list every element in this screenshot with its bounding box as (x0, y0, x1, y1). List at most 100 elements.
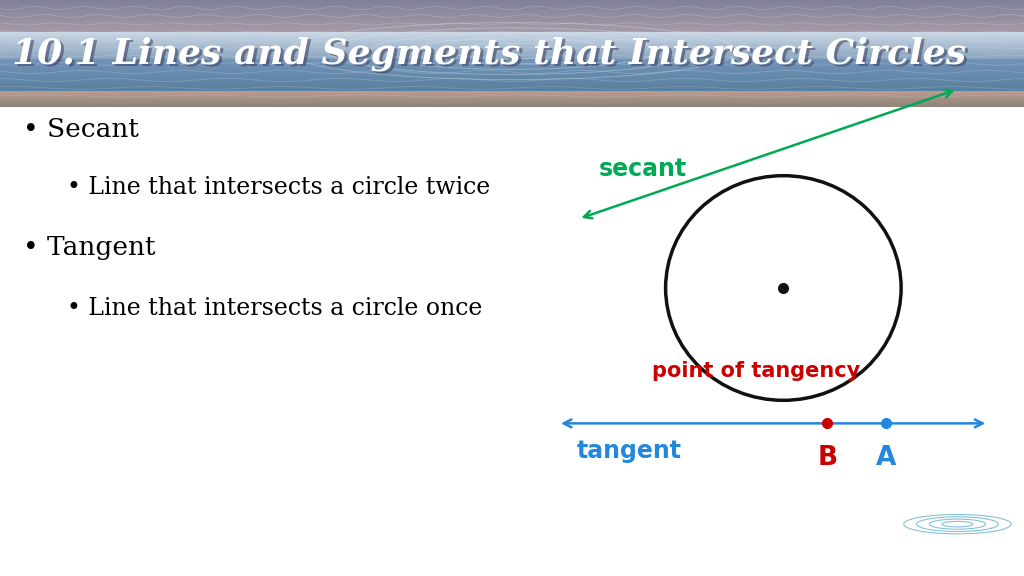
Bar (0, 25, 1024, 26)
Bar (0, 74, 1024, 75)
Bar (0, 8, 1024, 9)
Text: 10.1 Lines and Segments that Intersect Circles: 10.1 Lines and Segments that Intersect C… (15, 39, 970, 73)
Bar (0, 59, 1024, 60)
Bar (0, 61, 1024, 62)
Bar (0, 93, 1024, 94)
Bar (0, 52, 1024, 54)
Bar (0, 15, 1024, 16)
Text: tangent: tangent (577, 439, 682, 463)
Text: secant: secant (599, 157, 687, 181)
Bar (0, 39, 1024, 40)
Bar (0, 85, 1024, 86)
Bar (0, 28, 1024, 29)
Bar (0, 56, 1024, 57)
Bar (0, 5, 1024, 6)
Text: A: A (876, 445, 896, 471)
Bar (0, 3, 1024, 5)
Bar (0, 79, 1024, 80)
Bar (0, 81, 1024, 82)
Bar (0, 16, 1024, 17)
Bar (0, 73, 1024, 74)
Bar (0, 92, 1024, 93)
Bar (0, 88, 1024, 89)
Bar (0, 57, 1024, 58)
Bar (0, 75, 1024, 77)
Bar (0, 53, 1024, 54)
Bar (0, 46, 1024, 47)
Bar (0, 26, 1024, 28)
Text: • Line that intersects a circle twice: • Line that intersects a circle twice (67, 176, 489, 199)
Bar (0, 21, 1024, 22)
Bar (0, 80, 1024, 81)
Bar (0, 30, 1024, 31)
Bar (0, 6, 1024, 7)
Text: B: B (817, 445, 838, 471)
Bar (0, 103, 1024, 104)
Bar (0, 33, 1024, 34)
Bar (0, 60, 1024, 61)
Bar (0, 69, 1024, 70)
Bar (0, 72, 1024, 73)
Bar (0, 71, 1024, 72)
Bar (0, 20, 1024, 21)
Bar (0, 29, 1024, 30)
Bar (0, 100, 1024, 101)
Bar (0, 36, 1024, 37)
Bar (0, 35, 1024, 36)
Bar (0, 10, 1024, 11)
Bar (0, 10, 1024, 12)
Text: 10.1 Lines and Segments that Intersect Circles: 10.1 Lines and Segments that Intersect C… (12, 36, 967, 70)
Bar (0, 38, 1024, 39)
Bar (0, 48, 1024, 49)
Bar (0, 32, 1024, 33)
Bar (0, 96, 1024, 97)
Bar (0, 49, 1024, 50)
Bar (0, 64, 1024, 65)
Bar (0, 70, 1024, 71)
Bar (0, 65, 1024, 66)
Text: point of tangency: point of tangency (651, 361, 860, 381)
Bar (0, 63, 1024, 64)
Bar (0, 0, 1024, 1)
Bar (0, 43, 1024, 44)
Bar (0, 50, 1024, 51)
Bar (0, 44, 1024, 46)
Bar (0, 67, 1024, 69)
Bar (0, 95, 1024, 96)
Bar (0, 58, 1024, 59)
Bar (0, 9, 1024, 10)
Bar (0, 77, 1024, 78)
Bar (0, 87, 1024, 88)
Text: • Secant: • Secant (23, 117, 138, 142)
Bar (0, 55, 1024, 56)
Bar (0, 18, 1024, 20)
Bar (0, 54, 1024, 55)
Bar (0, 14, 1024, 15)
Bar (0, 105, 1024, 107)
Bar (0, 62, 1024, 63)
Bar (0, 82, 1024, 84)
Bar (0, 104, 1024, 105)
Bar (0, 12, 1024, 13)
Text: • Tangent: • Tangent (23, 235, 155, 260)
Bar (0, 34, 1024, 35)
Bar (0, 47, 1024, 48)
Bar (0, 13, 1024, 14)
Bar (0, 40, 1024, 41)
Bar (0, 74, 1024, 75)
Bar (0, 89, 1024, 90)
Bar (0, 51, 1024, 52)
Bar (0, 101, 1024, 102)
Bar (0, 66, 1024, 67)
Bar (0, 17, 1024, 18)
Bar (0, 2, 1024, 3)
Bar (0, 84, 1024, 85)
Bar (0, 86, 1024, 87)
Bar (0, 22, 1024, 23)
Bar (0, 7, 1024, 8)
Bar (0, 1, 1024, 2)
Bar (0, 37, 1024, 38)
Bar (0, 31, 1024, 32)
Bar (0, 102, 1024, 103)
Text: • Line that intersects a circle once: • Line that intersects a circle once (67, 297, 482, 320)
